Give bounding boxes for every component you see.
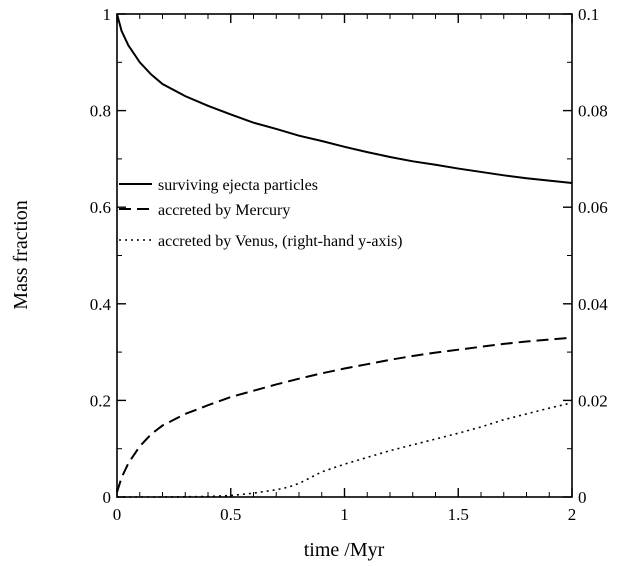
y-tick-label: 0.6 [90,198,111,217]
legend-label: accreted by Mercury [158,202,290,219]
y-tick-label: 0.4 [90,295,112,314]
y2-tick-label: 0.02 [578,391,608,410]
y2-tick-label: 0.1 [578,5,599,24]
legend: surviving ejecta particles accreted by Me… [119,177,403,250]
series-line-dashed [116,336,573,493]
plot-frame [116,13,573,498]
axis-tick-labels: 0 0.5 1 1.5 200.20.40.60.8100.020.040.060.08… [90,5,609,524]
series-line-dotted [117,402,573,498]
legend-label: surviving ejecta particles [158,177,318,194]
y-tick-label: 0.8 [90,102,111,121]
y2-tick-label: 0.04 [578,295,608,314]
y2-tick-label: 0.06 [578,198,608,217]
y-tick-label: 0 [103,488,112,507]
x-tick-label: 2 [568,505,577,524]
axis-ticks [116,13,573,498]
y-axis-title: Mass fraction [10,200,32,309]
y2-tick-label: 0 [578,488,587,507]
series-line-solid [116,13,573,185]
y-tick-label: 0.2 [90,391,111,410]
series-lines [116,13,573,498]
x-tick-label: 0.5 [220,505,241,524]
legend-label: accreted by Venus, (right-hand y-axis) [158,233,403,250]
y2-tick-label: 0.08 [578,102,608,121]
x-axis-title: time /Myr [304,539,385,561]
x-tick-label: 0 [113,505,122,524]
x-tick-label: 1.5 [448,505,469,524]
y-tick-label: 1 [103,5,112,24]
x-tick-label: 1 [340,505,349,524]
